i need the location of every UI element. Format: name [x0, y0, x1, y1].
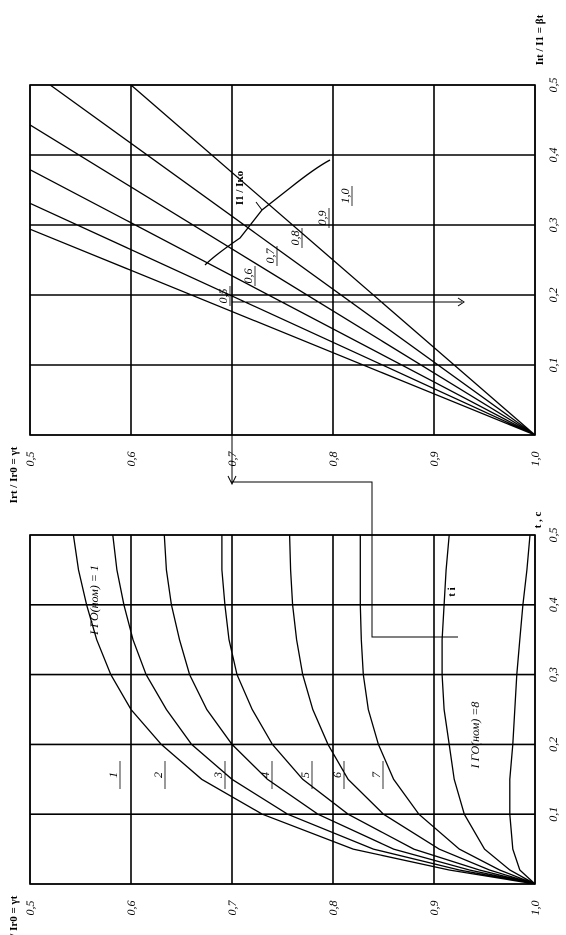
left-x-tick-label: 0,3 [546, 667, 560, 682]
right-x-tick-label: 0,3 [546, 218, 560, 233]
left-x-tick-label: 0,4 [546, 597, 560, 612]
left-x-tick-label: 0,5 [546, 528, 560, 543]
left-curve-number: 4 [258, 772, 272, 778]
left-y-tick-label: 0,6 [124, 901, 138, 916]
right-curve-label: 0,6 [241, 269, 255, 284]
left-curve-number: 1 [106, 772, 120, 778]
example-guide-arrow [227, 475, 237, 486]
left-series-line [163, 534, 536, 885]
annotation-layer: t , c Iıt / I1 = βt 1 2 3 4 5 6 7 I ГO(ном) = 1 I … [87, 14, 546, 789]
left-y-tick-label: 0,7 [225, 900, 239, 916]
right-x-tick-label: 0,5 [546, 78, 560, 93]
left-curve-number: 2 [151, 772, 165, 778]
right-curve-label: 1,0 [338, 189, 352, 204]
left-curve-number: 5 [298, 772, 312, 778]
left-series-line [221, 535, 536, 885]
left-x-axis-label: t , c [532, 511, 544, 528]
t-marker-label: t i [446, 587, 458, 596]
right-curve-label: 0,8 [288, 231, 302, 246]
left-y-tick-label: 0,9 [427, 901, 441, 916]
right-curve-label: 0,5 [216, 289, 230, 304]
bottom-curve-annotation: I ГO(ном) =8 [468, 702, 482, 770]
right-y-tick-label: 0,5 [23, 452, 37, 467]
left-series-line [441, 534, 536, 885]
right-x-axis-label: Iıt / I1 = βt [534, 14, 546, 65]
right-y-tick-label: 0,9 [427, 452, 441, 467]
left-curve-number: 7 [369, 771, 383, 778]
right-x-tick-label: 0,4 [546, 148, 560, 163]
ratio-bracket-label: I1 / Iко [234, 170, 246, 205]
right-y-axis-label: Irt / Ir0 = γt [8, 446, 20, 503]
left-x-tick-label: 0,1 [546, 807, 560, 822]
right-x-tick-label: 0,1 [546, 358, 560, 373]
left-y-tick-label: 0,5 [23, 901, 37, 916]
left-series-line [509, 534, 536, 885]
top-curve-annotation: I ГO(ном) = 1 [87, 565, 101, 636]
left-y-tick-label: 1,0 [528, 901, 542, 916]
left-y-axis-label: Irt / Ir0 = γt [8, 895, 20, 935]
left-series-line [112, 534, 536, 885]
left-y-tick-label: 0,8 [326, 901, 340, 916]
right-curve-label: 0,9 [315, 211, 329, 226]
right-series-line [29, 124, 536, 436]
left-x-tick-label: 0,2 [546, 737, 560, 752]
right-y-tick-label: 0,8 [326, 452, 340, 467]
left-curve-number: 3 [211, 772, 225, 779]
right-y-tick-label: 0,6 [124, 452, 138, 467]
left-curve-number: 6 [330, 772, 344, 778]
left-series-line [72, 534, 536, 885]
right-series-line [29, 202, 536, 436]
right-series-line [49, 84, 536, 436]
right-x-tick-label: 0,2 [546, 288, 560, 303]
example-guide-line [231, 302, 458, 638]
left-frame [29, 534, 536, 885]
left-series-line [288, 534, 536, 885]
example-beta-arrow [457, 297, 465, 307]
right-series-line [29, 228, 536, 436]
right-curve-label: 0,7 [263, 248, 277, 264]
left-series-line [359, 535, 536, 885]
ratio-bracket-tip [255, 201, 263, 211]
right-series-line [130, 84, 536, 436]
right-y-tick-label: 1,0 [528, 452, 542, 467]
